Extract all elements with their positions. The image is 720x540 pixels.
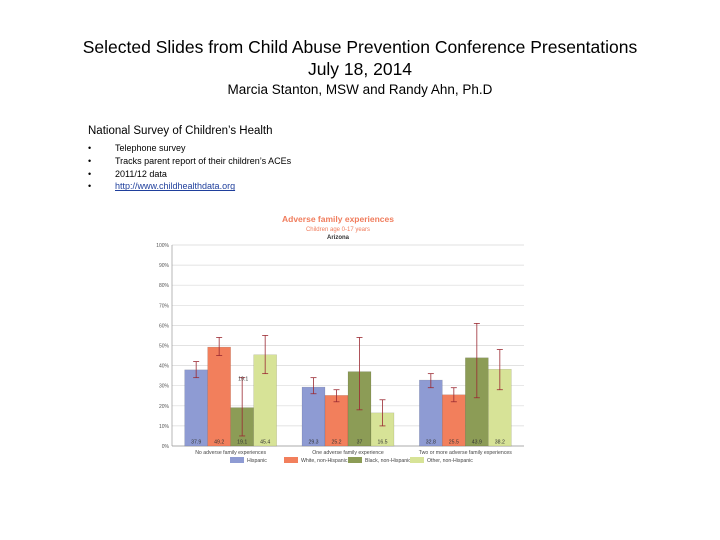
bullet-data-year: 2011/12 data [88,168,291,181]
data-label: 37.9 [191,440,201,446]
bullet-link: http://www.childhealthdata.org [88,180,291,193]
legend-swatch [348,457,362,463]
data-label: 29.3 [308,440,318,446]
data-label: 37 [357,440,363,446]
bar [442,394,466,447]
adverse-family-experiences-chart: Adverse family experiences Children age 0… [156,214,524,464]
data-label: 38.2 [495,440,505,446]
slide-authors: Marcia Stanton, MSW and Randy Ahn, Ph.D [227,82,493,97]
y-tick-label: 50% [159,344,170,350]
y-tick-label: 80% [159,283,170,289]
legend-swatch [410,457,424,463]
y-tick-label: 10% [159,424,170,430]
survey-title: National Survey of Children’s Health [88,125,273,137]
data-label-above: 19.1 [238,377,248,383]
bar [184,369,208,447]
data-label: 25.2 [331,440,341,446]
y-tick-label: 60% [159,323,170,329]
chart-region: Arizona [327,235,350,241]
bar [301,386,326,447]
legend-swatch [284,457,298,463]
y-tick-label: 100% [156,243,169,249]
data-label: 43.9 [472,440,482,446]
data-label: 32.8 [426,440,436,446]
data-label: 45.4 [260,440,270,446]
bullet-telephone-survey: Telephone survey [88,142,291,155]
data-label: 16.5 [377,440,387,446]
chart-title: Adverse family experiences [282,214,394,224]
bar [324,395,349,447]
data-label: 49.2 [214,440,224,446]
bar [207,346,231,447]
bar [419,379,443,447]
category-label: One adverse family experience [312,450,384,456]
childhealthdata-link[interactable]: http://www.childhealthdata.org [115,181,236,192]
slide-title-line2: July 18, 2014 [307,59,413,79]
y-tick-label: 40% [159,364,170,370]
category-label: No adverse family experiences [195,450,266,456]
y-tick-label: 30% [159,384,170,390]
bullet-tracks-aces: Tracks parent report of their children’s… [88,155,291,168]
legend-label: Black, non-Hispanic [365,458,411,464]
slide-title: Selected Slides from Child Abuse Prevent… [0,36,720,80]
y-tick-label: 0% [162,444,170,450]
y-tick-label: 20% [159,404,170,410]
legend-label: Other, non-Hispanic [427,458,473,464]
legend-label: Hispanic [247,458,267,464]
data-label: 19.1 [237,440,247,446]
survey-bullet-list: Telephone survey Tracks parent report of… [88,142,291,193]
legend-swatch [230,457,244,463]
y-tick-label: 90% [159,263,170,269]
slide-title-line1: Selected Slides from Child Abuse Prevent… [82,37,638,57]
chart-subtitle: Children age 0-17 years [306,227,370,233]
category-label: Two or more adverse family experiences [419,450,513,456]
legend-label: White, non-Hispanic [301,458,348,464]
data-label: 25.5 [449,440,459,446]
y-tick-label: 70% [159,303,170,309]
